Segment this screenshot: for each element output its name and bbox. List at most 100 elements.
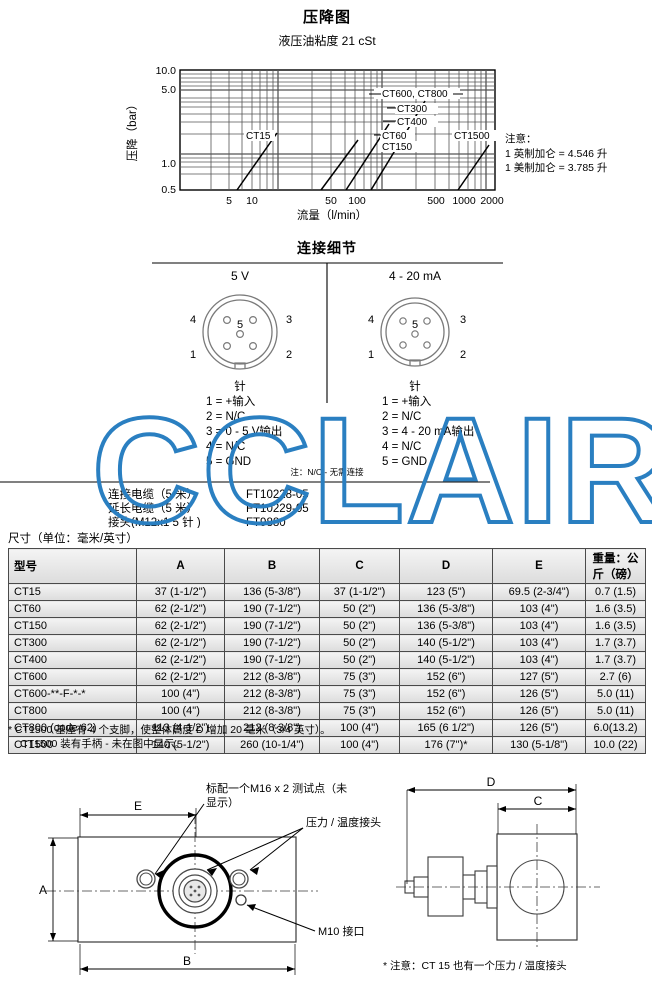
cell-b: 136 (5-3/8") bbox=[224, 583, 320, 601]
cell-model: CT600 bbox=[8, 668, 137, 686]
cell-d: 136 (5-3/8") bbox=[399, 617, 493, 635]
pressure-temp-port-inner bbox=[232, 872, 246, 886]
cell-d: 152 (6") bbox=[399, 702, 493, 720]
cell-model: CT800 (code 62) bbox=[8, 719, 137, 737]
connector-5v-heading: 5 V bbox=[231, 269, 249, 283]
cell-d: 140 (5-1/2") bbox=[399, 651, 493, 669]
chart-title: 压降图 bbox=[302, 9, 351, 26]
callout-ports-leader bbox=[206, 827, 304, 876]
curve-label-ct15: CT15 bbox=[246, 131, 271, 142]
connector-420ma-pin-desc-1: 1 = +输入 bbox=[382, 394, 432, 408]
cell-weight: 0.7 (1.5) bbox=[585, 583, 646, 601]
connector-5v-pin-desc-5: 5 = GND bbox=[206, 456, 251, 468]
connector-420ma-pin-3: 3 bbox=[460, 314, 466, 326]
note-us-gallon: 1 美制加仑 = 3.785 升 bbox=[505, 161, 607, 174]
cell-a: 62 (2-1/2") bbox=[136, 634, 225, 652]
callout-m10-leader bbox=[246, 904, 316, 932]
footnote-1: * CT1500 基座有 4 个支脚，使整体高度 D 增加 20 毫米（3/4 … bbox=[8, 724, 331, 736]
drawing-footnote: * 注意：CT 15 也有一个压力 / 温度接头 bbox=[383, 959, 567, 972]
grid-horizontal bbox=[180, 73, 495, 175]
y-tick-1: 1.0 bbox=[161, 158, 176, 170]
table-row: CT800 (code 62) 113 (4-1/2") 212 (8-3/8"… bbox=[8, 719, 646, 737]
cell-model: CT300 bbox=[8, 634, 137, 652]
connector-420ma-pin-2: 2 bbox=[460, 349, 466, 361]
note-imperial-gallon: 1 英制加仑 = 4.546 升 bbox=[505, 147, 607, 160]
y-tick-05: 0.5 bbox=[161, 184, 176, 196]
connector-5v-pin-desc-1: 1 = +输入 bbox=[206, 394, 256, 408]
connector-5v-pin-5: 5 bbox=[237, 319, 243, 331]
accessory-name-3: 接头(M12x1 5 针 ) bbox=[108, 515, 201, 528]
cell-b: 260 (10-1/4") bbox=[224, 736, 320, 754]
technical-drawings: E A B bbox=[0, 758, 654, 989]
callout-testpoint-line2: 显示） bbox=[206, 796, 239, 809]
table-row: CT1500 140 (5-1/2") 260 (10-1/4") 100 (4… bbox=[8, 736, 646, 754]
test-point-port-inner bbox=[139, 872, 153, 886]
cell-model: CT800 bbox=[8, 702, 137, 720]
cell-e: 103 (4") bbox=[492, 617, 586, 635]
cell-weight: 2.7 (6) bbox=[585, 668, 646, 686]
connector-5v-pin-1: 1 bbox=[190, 349, 196, 361]
curve-ct60-ct150 bbox=[320, 139, 359, 191]
dimensions-table: 型号 A B C D E 重量：公斤（磅） CT15 37 (1-1/2") 1… bbox=[8, 548, 646, 754]
cell-d: 165 (6 1/2") bbox=[399, 719, 493, 737]
col-header-e: E bbox=[492, 548, 586, 584]
dim-e-line bbox=[79, 808, 197, 837]
curve-label-ct1500: CT1500 bbox=[454, 131, 490, 142]
cell-d: 152 (6") bbox=[399, 685, 493, 703]
cell-weight: 5.0 (11) bbox=[585, 702, 646, 720]
connector-420ma-pin-desc-4: 4 = N/C bbox=[382, 441, 421, 453]
y-tick-5: 5.0 bbox=[161, 84, 176, 96]
connector-5v-pin-desc-2: 2 = N/C bbox=[206, 411, 245, 423]
dim-label-e: E bbox=[134, 799, 142, 813]
connection-details-title: 连接细节 bbox=[297, 240, 357, 256]
cell-b: 212 (8-3/8") bbox=[224, 668, 320, 686]
cell-b: 190 (7-1/2") bbox=[224, 617, 320, 635]
x-tick-5: 5 bbox=[226, 195, 232, 207]
cell-weight: 1.7 (3.7) bbox=[585, 634, 646, 652]
accessory-name-1: 连接电缆（5 米） bbox=[108, 487, 198, 501]
connector-420ma-pin-desc-2: 2 = N/C bbox=[382, 411, 421, 423]
curve-label-ct300: CT300 bbox=[397, 104, 427, 115]
col-header-b: B bbox=[224, 548, 320, 584]
side-view-centerlines bbox=[396, 824, 600, 950]
cell-e: 126 (5") bbox=[492, 702, 586, 720]
connector-5v-pin-title: 针 bbox=[234, 379, 246, 393]
curve-label-ct400: CT400 bbox=[397, 117, 427, 128]
cell-model: CT150 bbox=[8, 617, 137, 635]
connector-5v-pin-2: 2 bbox=[286, 349, 292, 361]
cell-a: 62 (2-1/2") bbox=[136, 668, 225, 686]
cell-model: CT15 bbox=[8, 583, 137, 601]
dim-label-c: C bbox=[534, 794, 543, 808]
cell-model: CT1500 bbox=[8, 736, 137, 754]
pressure-drop-chart: 10.0 5.0 1.0 0.5 压降（bar） bbox=[0, 58, 654, 226]
cell-e: 127 (5") bbox=[492, 668, 586, 686]
accessory-part-3: FT9880 bbox=[246, 517, 286, 528]
dim-b-line bbox=[79, 944, 296, 975]
curve-ct15 bbox=[236, 132, 278, 191]
callout-testpoint-leader bbox=[154, 803, 205, 878]
x-tick-10: 10 bbox=[246, 195, 258, 207]
accessory-part-2: FT10229-05 bbox=[246, 503, 309, 515]
callout-testpoint-line1: 标配一个M16 x 2 测试点（未 bbox=[206, 781, 347, 795]
table-row: CT300 62 (2-1/2") 190 (7-1/2") 50 (2") 1… bbox=[8, 634, 646, 652]
cell-b: 212 (8-3/8") bbox=[224, 685, 320, 703]
curve-label-ct150: CT150 bbox=[382, 142, 412, 153]
table-row: CT600 62 (2-1/2") 212 (8-3/8") 75 (3") 1… bbox=[8, 668, 646, 686]
cell-c: 50 (2") bbox=[319, 634, 400, 652]
cell-d: 176 (7")* bbox=[399, 736, 493, 754]
cell-c: 75 (3") bbox=[319, 668, 400, 686]
cell-c: 50 (2") bbox=[319, 600, 400, 618]
cell-c: 50 (2") bbox=[319, 617, 400, 635]
cell-e: 130 (5-1/8") bbox=[492, 736, 586, 754]
connector-420ma-pin-1: 1 bbox=[368, 349, 374, 361]
dim-label-d: D bbox=[487, 775, 496, 789]
y-axis-label: 压降（bar） bbox=[125, 99, 139, 162]
cell-e: 126 (5") bbox=[492, 719, 586, 737]
connector-5v-diagram bbox=[202, 294, 278, 370]
accessory-name-2: 延长电缆（5 米） bbox=[108, 502, 198, 515]
callout-pressure-temp-ports: 压力 / 温度接头 bbox=[306, 815, 381, 829]
cell-model: CT400 bbox=[8, 651, 137, 669]
connection-details-section: 5 V 4 3 1 2 5 针 1 = +输入 2 = N bbox=[0, 258, 654, 528]
cell-a: 100 (4") bbox=[136, 685, 225, 703]
